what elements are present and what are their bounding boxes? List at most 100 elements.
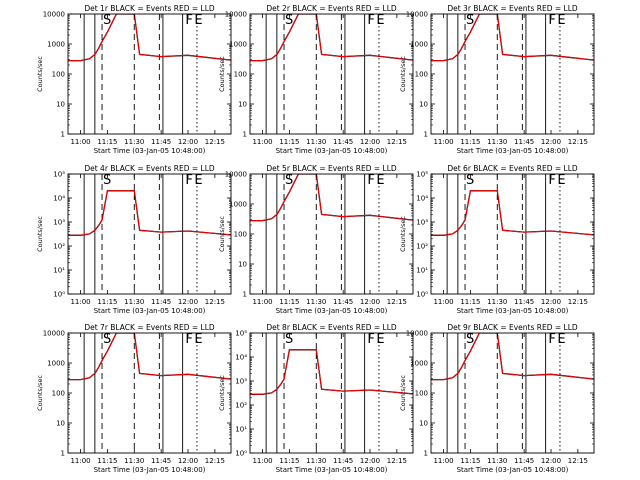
y-axis-label: Counts/sec [399,375,407,411]
y-tick-label: 10¹ [416,267,428,275]
detector-panel-3: 1 10 100 1000 10000 11:00 11:15 11:30 11:45 12:00… [399,4,595,155]
series-line-lld [431,333,594,381]
y-tick-label: 10⁵ [53,171,65,179]
panel-title: Det 2r BLACK = Events RED = LLD [266,4,397,13]
panel-title: Det 7r BLACK = Events RED = LLD [84,323,215,332]
plot-frame [249,173,414,295]
y-tick-label: 10⁴ [235,354,247,362]
panel-title: Det 3r BLACK = Events RED = LLD [447,4,578,13]
series-line-events [250,174,413,222]
y-tick-label: 1 [61,450,65,458]
x-tick-label: 12:15 [205,457,225,465]
detector-panel-8: 10⁰ 10¹ 10² 10³ 10⁴ 10⁵ 11:00 11:15 11:30 11:45 12… [218,323,414,474]
y-tick-label: 1 [424,450,428,458]
y-tick-label: 1000 [229,41,247,49]
x-tick-label: 11:45 [514,298,534,306]
event-marker-e: E [376,173,384,188]
series-line-events [431,333,594,381]
x-tick-label: 11:45 [333,457,353,465]
series-line-lld [431,190,594,236]
x-tick-label: 12:00 [360,298,380,306]
detector-panel-4: 10⁰ 10¹ 10² 10³ 10⁴ 10⁵ 11:00 11:15 11:30 11:45 12… [36,164,232,315]
y-tick-label: 10000 [43,11,65,19]
y-tick-label: 10³ [416,219,428,227]
y-tick-label: 10⁴ [416,195,428,203]
event-marker-e: E [194,332,202,347]
y-tick-label: 1000 [410,360,428,368]
detector-panel-5: 1 10 100 1000 10000 11:00 11:15 11:30 11:45 12:00… [218,164,414,315]
y-tick-label: 10000 [225,11,247,19]
series-line-lld [250,349,413,395]
y-tick-label: 10² [235,402,247,410]
y-tick-label: 10⁴ [53,195,65,203]
y-tick-label: 1000 [229,201,247,209]
x-tick-label: 12:15 [568,457,588,465]
x-tick-label: 12:00 [541,138,561,146]
y-tick-label: 10⁵ [416,171,428,179]
y-tick-label: 100 [415,71,428,79]
panel-title: Det 4r BLACK = Events RED = LLD [84,164,215,173]
x-tick-label: 11:00 [70,298,90,306]
x-tick-label: 12:00 [178,138,198,146]
x-tick-label: 11:45 [333,298,353,306]
y-tick-label: 1000 [47,41,65,49]
y-tick-label: 100 [234,231,247,239]
event-marker-s: S [466,332,474,347]
x-tick-label: 11:30 [306,457,326,465]
y-tick-label: 10 [56,420,65,428]
y-axis-label: Counts/sec [399,216,407,252]
x-tick-label: 11:30 [306,138,326,146]
event-marker-e: E [557,13,565,28]
y-tick-label: 100 [52,71,65,79]
x-tick-label: 11:45 [514,457,534,465]
y-tick-label: 100 [234,71,247,79]
plot-frame [67,13,232,135]
x-tick-label: 11:15 [279,298,299,306]
x-tick-label: 11:45 [151,457,171,465]
event-marker-s: S [285,332,293,347]
event-marker-f: F [548,13,555,28]
plot-frame [67,173,232,295]
x-tick-label: 11:45 [151,138,171,146]
x-tick-label: 11:15 [97,138,117,146]
y-tick-label: 10⁵ [235,330,247,338]
event-marker-e: E [557,332,565,347]
detector-panel-7: 1 10 100 1000 10000 11:00 11:15 11:30 11:45 12:00… [36,323,232,474]
panel-title: Det 5r BLACK = Events RED = LLD [266,164,397,173]
y-tick-label: 1 [243,291,247,299]
event-marker-e: E [194,173,202,188]
series-line-lld [250,174,413,222]
plot-frame [67,332,232,454]
x-axis-label: Start Time (03-Jan-05 10:48:00) [94,466,206,474]
y-tick-label: 10² [53,243,65,251]
y-axis-label: Counts/sec [36,56,44,92]
event-marker-f: F [185,173,192,188]
panel-title: Det 1r BLACK = Events RED = LLD [84,4,215,13]
y-axis-label: Counts/sec [399,56,407,92]
y-tick-label: 10³ [53,219,65,227]
x-tick-label: 11:30 [124,457,144,465]
plot-frame [430,332,595,454]
detector-panel-1: 1 10 100 1000 10000 11:00 11:15 11:30 11:45 12:00… [36,4,232,155]
y-tick-label: 10⁰ [53,291,65,299]
y-axis-label: Counts/sec [36,375,44,411]
series-line-lld [250,14,413,62]
y-tick-label: 10000 [406,11,428,19]
event-marker-f: F [367,332,374,347]
y-tick-label: 10⁰ [416,291,428,299]
y-tick-label: 10³ [235,378,247,386]
x-tick-label: 11:00 [252,298,272,306]
plot-frame [430,13,595,135]
series-line-events [250,14,413,62]
series-line-lld [431,14,594,62]
x-tick-label: 12:15 [387,298,407,306]
y-tick-label: 1 [424,131,428,139]
y-tick-label: 1 [243,131,247,139]
x-tick-label: 11:15 [97,457,117,465]
y-tick-label: 1 [61,131,65,139]
event-marker-s: S [285,13,293,28]
x-tick-label: 11:15 [97,298,117,306]
y-axis-label: Counts/sec [218,216,226,252]
x-axis-label: Start Time (03-Jan-05 10:48:00) [276,466,388,474]
